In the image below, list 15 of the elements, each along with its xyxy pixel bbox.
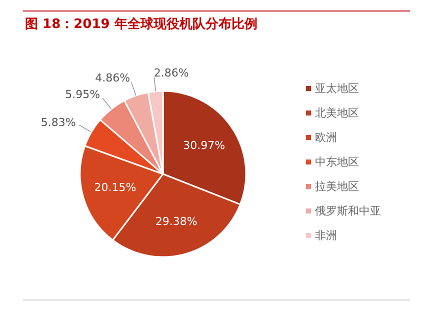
legend-label: 亚太地区 — [315, 82, 359, 96]
legend-label: 俄罗斯和中亚 — [315, 204, 381, 218]
legend-label: 北美地区 — [315, 106, 359, 120]
chart-title: 图 18：2019 年全球现役机队分布比例 — [25, 16, 258, 32]
legend-label: 欧洲 — [315, 131, 337, 144]
data-label: 2.86% — [154, 66, 189, 80]
data-label: 5.95% — [65, 88, 100, 101]
data-label: 4.86% — [95, 72, 130, 85]
data-label: 29.38% — [155, 214, 198, 228]
data-label: 5.83% — [40, 116, 76, 130]
data-label: 30.97% — [183, 138, 226, 152]
data-label: 20.15% — [94, 181, 136, 194]
legend-label: 拉美地区 — [315, 180, 359, 194]
legend-label: 中东地区 — [315, 156, 359, 169]
legend-label: 非洲 — [315, 229, 337, 242]
